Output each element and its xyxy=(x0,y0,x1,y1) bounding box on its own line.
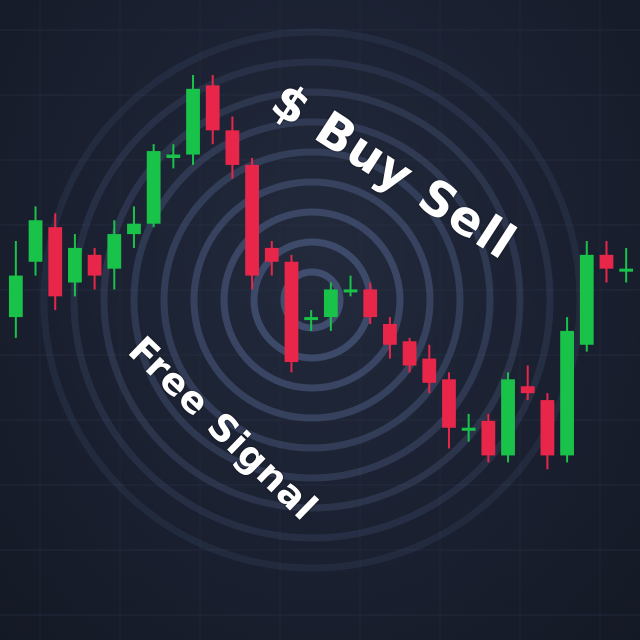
bullish-candle xyxy=(461,413,476,442)
bearish-candle xyxy=(540,393,555,470)
candle-body xyxy=(579,254,594,345)
bullish-candle xyxy=(68,234,82,297)
bearish-candle xyxy=(520,365,535,401)
candle-body xyxy=(48,227,63,297)
candle-body xyxy=(304,317,319,321)
bearish-candle xyxy=(363,282,378,324)
bullish-candle xyxy=(166,144,181,169)
bullish-candle xyxy=(304,310,319,331)
target-ring xyxy=(220,208,404,392)
bullish-candle xyxy=(323,282,338,331)
bearish-candle xyxy=(205,75,220,145)
candle-body xyxy=(442,379,456,428)
candle-body xyxy=(383,324,397,345)
bullish-candle xyxy=(107,220,122,290)
candle-body xyxy=(68,247,82,283)
candle-body xyxy=(87,254,102,276)
target-ring xyxy=(70,58,554,542)
bullish-candle xyxy=(8,241,23,338)
candle-body xyxy=(402,341,417,366)
candle-body xyxy=(560,330,574,456)
bearish-candle xyxy=(245,158,259,290)
bearish-candle xyxy=(599,241,614,283)
candle-body xyxy=(284,261,299,363)
bullish-candle xyxy=(579,241,594,352)
target-ring xyxy=(160,148,464,452)
candle-body xyxy=(520,386,535,394)
target-rings xyxy=(40,28,584,572)
target-ring xyxy=(100,88,524,512)
bullish-candle xyxy=(28,206,43,276)
candle-body xyxy=(127,223,141,235)
bearish-candle xyxy=(87,247,102,290)
candle-body xyxy=(363,289,378,318)
candles xyxy=(8,75,634,470)
candle-body xyxy=(481,420,496,456)
candle-body xyxy=(422,358,437,383)
candle-body xyxy=(186,88,200,155)
candle-body xyxy=(107,234,122,269)
target-ring xyxy=(190,178,434,422)
bullish-candle xyxy=(619,247,634,283)
candle-body xyxy=(8,275,23,318)
bearish-candle xyxy=(225,116,240,179)
candle-body xyxy=(540,400,555,456)
bullish-candle xyxy=(127,206,141,248)
candle-body xyxy=(205,85,220,131)
bearish-candle xyxy=(284,254,299,373)
candle-body xyxy=(245,164,259,276)
candle-body xyxy=(146,151,161,224)
candle-body xyxy=(343,289,358,293)
bearish-candle xyxy=(402,337,417,373)
candle-body xyxy=(619,268,634,272)
bearish-candle xyxy=(383,317,397,359)
candle-body xyxy=(28,220,43,262)
candle-body xyxy=(225,130,240,165)
bullish-candle xyxy=(501,372,515,463)
candle-body xyxy=(461,427,476,431)
candle-body xyxy=(599,254,614,269)
bearish-candle xyxy=(48,213,63,311)
target-ring xyxy=(130,118,494,482)
candle-body xyxy=(501,379,515,456)
candle-body xyxy=(166,154,181,158)
bullish-candle xyxy=(146,144,161,228)
bearish-candle xyxy=(442,372,456,449)
candle-body xyxy=(264,247,279,262)
bearish-candle xyxy=(264,241,279,276)
bullish-candle xyxy=(560,317,574,463)
bearish-candle xyxy=(422,344,437,394)
bullish-candle xyxy=(186,75,200,165)
bearish-candle xyxy=(481,413,496,463)
bullish-candle xyxy=(343,275,358,297)
candle-body xyxy=(323,289,338,318)
